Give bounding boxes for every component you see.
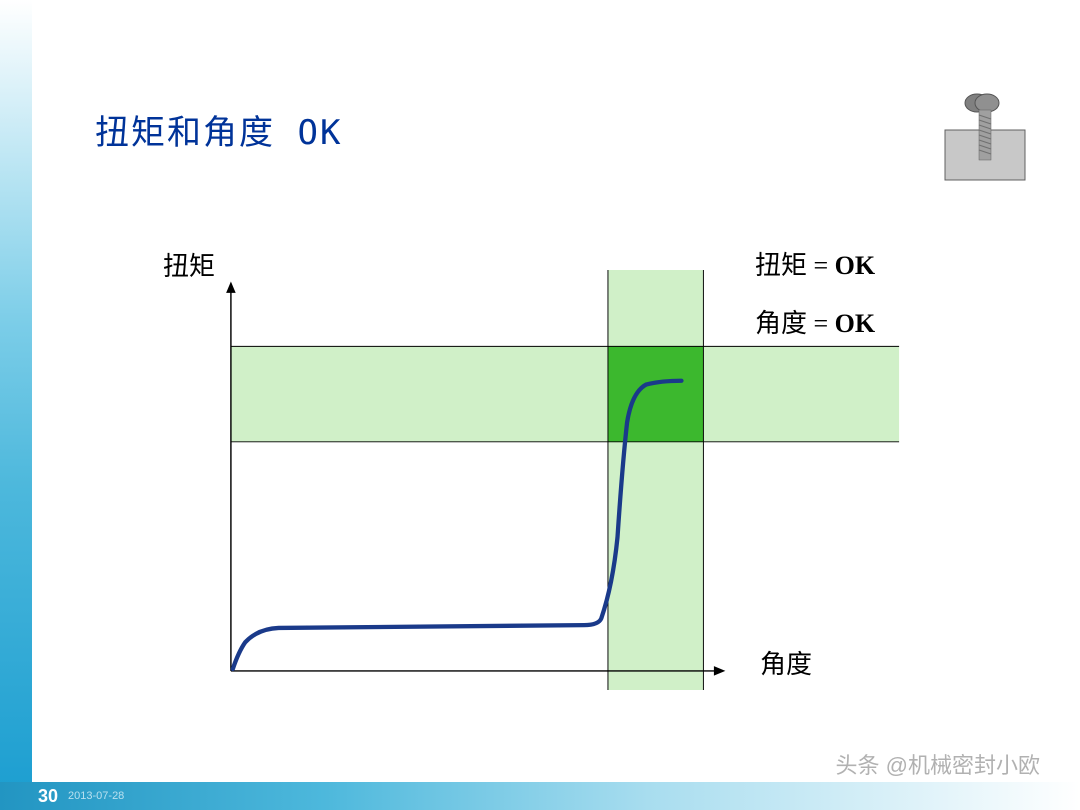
chart bbox=[225, 290, 725, 690]
footer-date: 2013-07-28 bbox=[68, 790, 124, 802]
slide-title: 扭矩和角度 OK bbox=[95, 105, 342, 154]
bolt-icon bbox=[940, 92, 1030, 187]
watermark: 头条 @机械密封小欧 bbox=[836, 748, 1040, 780]
footer: 30 2013-07-28 bbox=[0, 782, 1080, 810]
torque-band bbox=[231, 346, 899, 441]
ok-zone bbox=[608, 346, 703, 441]
left-sidebar-gradient bbox=[0, 0, 32, 810]
page-number: 30 bbox=[38, 786, 58, 807]
